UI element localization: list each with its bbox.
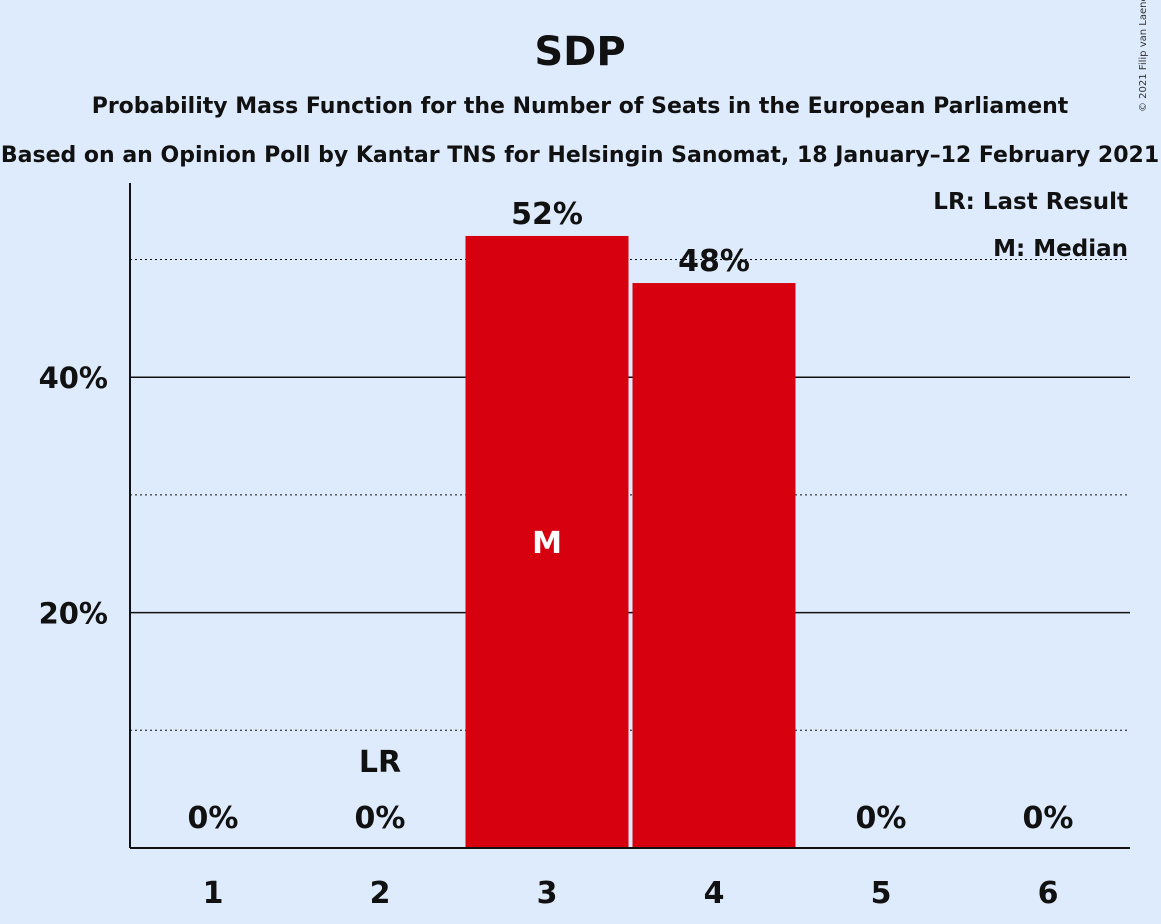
x-tick-label: 5 xyxy=(871,876,892,911)
bar-value-label: 0% xyxy=(856,801,907,836)
copyright-notice: © 2021 Filip van Laenen xyxy=(1138,0,1149,112)
chart-title: SDP xyxy=(534,29,625,75)
y-tick-label: 40% xyxy=(39,361,108,395)
last-result-marker: LR xyxy=(359,745,401,780)
y-tick-label: 20% xyxy=(39,597,108,631)
bar xyxy=(465,235,629,848)
chart-subtitle-line1: Probability Mass Function for the Number… xyxy=(92,94,1069,119)
gridlines xyxy=(130,259,1130,731)
x-tick-label: 1 xyxy=(203,876,224,911)
bar-value-label: 0% xyxy=(1023,801,1074,836)
axes: 20% 40% 1 2 3 4 5 6 xyxy=(39,183,1130,911)
bars xyxy=(465,235,796,848)
legend: LR: Last Result M: Median xyxy=(933,189,1128,262)
legend-entry: LR: Last Result xyxy=(933,189,1128,215)
median-marker: M xyxy=(532,526,562,561)
bar-value-label: 52% xyxy=(511,197,583,232)
bar xyxy=(632,283,796,848)
x-tick-label: 3 xyxy=(537,876,558,911)
bar-value-label: 0% xyxy=(355,801,406,836)
bar-value-label: 48% xyxy=(678,244,750,279)
x-tick-label: 4 xyxy=(704,876,725,911)
labels: 0% 0% 52% 48% 0% 0% LR M xyxy=(188,197,1074,836)
x-tick-label: 2 xyxy=(370,876,391,911)
chart-subtitle-line2: Based on an Opinion Poll by Kantar TNS f… xyxy=(1,143,1159,168)
bar-value-label: 0% xyxy=(188,801,239,836)
legend-entry: M: Median xyxy=(993,236,1128,262)
x-tick-label: 6 xyxy=(1038,876,1059,911)
